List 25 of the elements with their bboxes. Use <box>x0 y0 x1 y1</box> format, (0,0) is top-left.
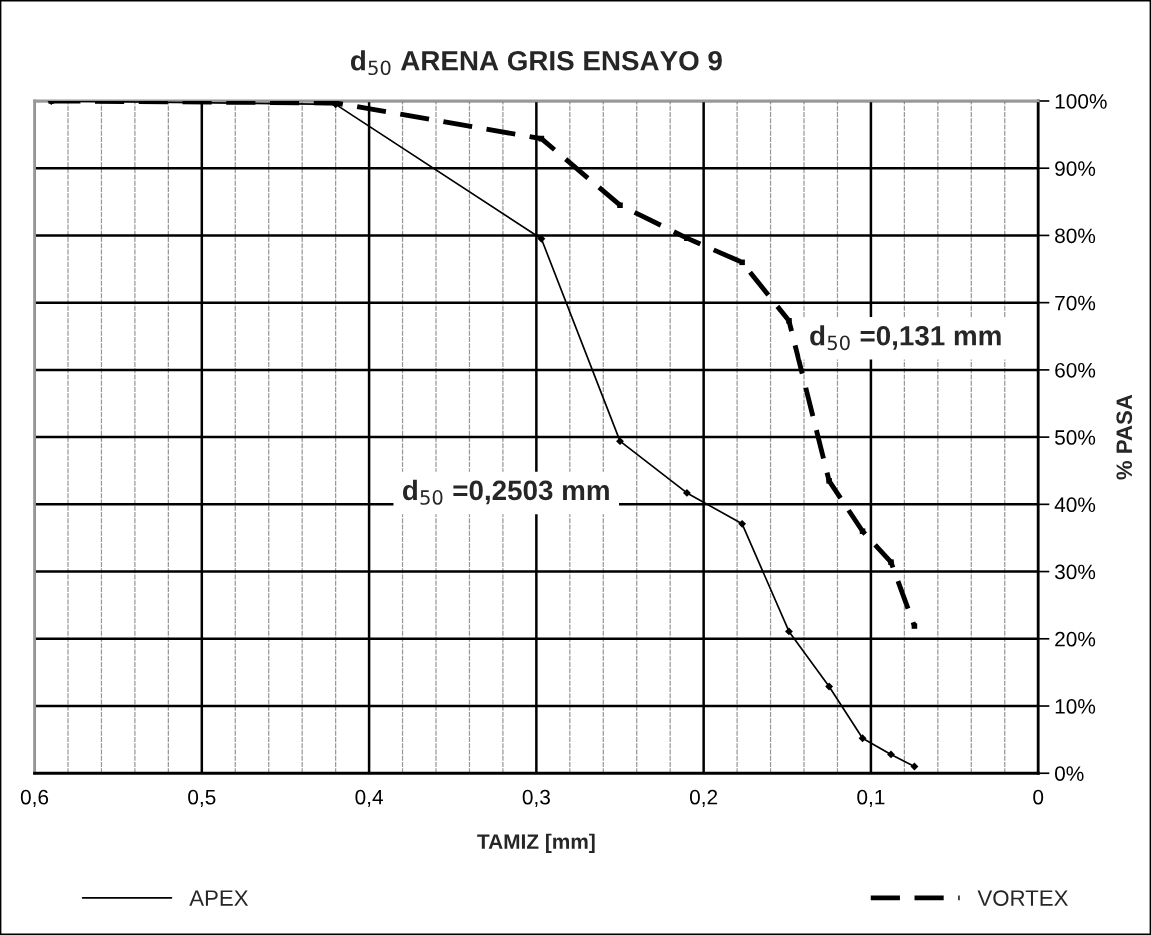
y-tick-label: 0% <box>1054 766 1084 781</box>
x-tick-label: 0,3 <box>522 789 550 807</box>
y-tick-label: 70% <box>1055 295 1096 311</box>
legend-label: VORTEX <box>977 890 1068 906</box>
y-tick-label: 80% <box>1055 228 1096 244</box>
x-tick-label: 0,1 <box>857 789 885 807</box>
y-tick-label: 60% <box>1055 362 1096 378</box>
y-tick-label: 50% <box>1055 430 1096 445</box>
legend-label: APEX <box>189 890 249 906</box>
y-tick-label: 10% <box>1055 699 1096 714</box>
y-tick-label: 20% <box>1055 631 1096 647</box>
x-tick-label: 0,2 <box>689 789 718 807</box>
y-tick-label: 40% <box>1054 497 1096 513</box>
x-tick-label: 0,4 <box>355 789 383 807</box>
y-tick-label: 30% <box>1054 564 1096 580</box>
annotation: d$_{50}$ =0,131 mm <box>810 325 1001 351</box>
x-axis-title: TAMIZ [mm] <box>477 833 595 854</box>
annotation: d$_{50}$ =0,2503 mm <box>402 479 609 505</box>
y-axis-title: % PASA <box>1116 394 1133 480</box>
x-tick-label: 0,5 <box>188 789 216 807</box>
x-tick-label: 0,6 <box>20 789 49 807</box>
chart-title: d$_{50}$ ARENA GRIS ENSAYO 9 <box>350 50 722 76</box>
y-tick-label: 100% <box>1055 93 1107 109</box>
x-tick-label: 0 <box>1033 789 1044 805</box>
y-tick-label: 90% <box>1055 161 1096 176</box>
